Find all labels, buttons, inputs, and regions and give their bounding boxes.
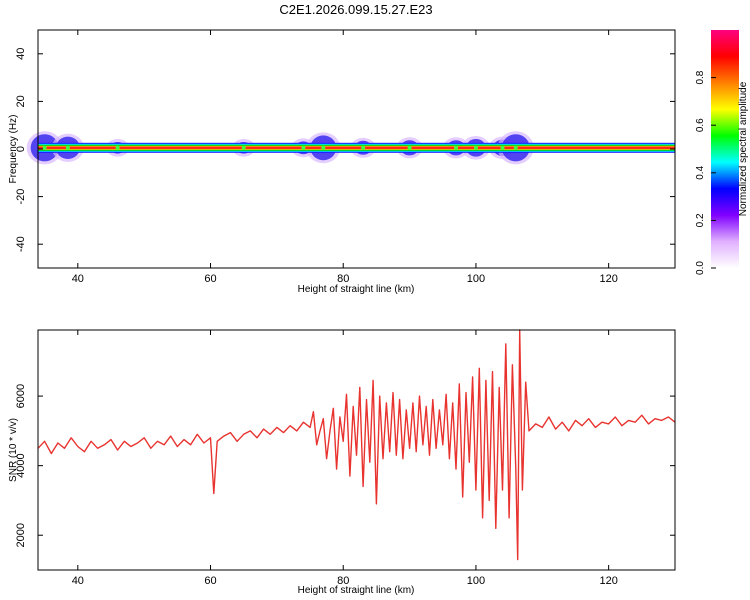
colorbar-gradient [711, 30, 739, 268]
colorbar-label: Normalized spectral amplitude [738, 81, 749, 216]
ridge-dot-1 [65, 145, 70, 150]
snr-panel: 40 60 80 100 120 2000 4000 6000 Height of stra… [8, 329, 676, 596]
colorbar-tick-label: 0.6 [695, 118, 706, 132]
colorbar-ticks: 0.0 0.2 0.4 0.6 0.8 [695, 70, 716, 275]
colorbar-tick-label: 0.4 [695, 165, 706, 179]
ridge-dot-4 [301, 145, 306, 150]
snr-x-tick-label: 60 [204, 575, 216, 587]
colorbar-tick-label: 0.8 [695, 70, 706, 84]
ridge-dot-10 [500, 145, 505, 150]
spectrogram-x-ticks: 40 60 80 100 120 [72, 30, 618, 285]
ridge-dot-9 [473, 145, 478, 150]
colorbar-tick-label: 0.2 [695, 213, 706, 227]
colorbar-tick-label: 0.0 [695, 261, 706, 275]
spectrogram-panel: 40 60 80 100 120 -40 -20 0 20 40 Height of strai… [8, 29, 676, 295]
ridge-dot-5 [321, 145, 326, 150]
spectrogram-x-tick-label: 80 [337, 273, 349, 285]
colorbar: 0.0 0.2 0.4 0.6 0.8 Normalized spectral ampl… [695, 30, 749, 275]
spectrogram-x-tick-label: 120 [599, 273, 617, 285]
ridge-dot-7 [407, 145, 412, 150]
snr-y-tick-label: 2000 [15, 523, 27, 547]
snr-series-line [37, 329, 676, 561]
snr-x-tick-label: 120 [599, 575, 617, 587]
snr-y-ticks: 2000 4000 6000 [15, 384, 675, 547]
ridge-dot-3 [241, 145, 246, 150]
spectrogram-y-axis-label: Frequency (Hz) [8, 115, 19, 184]
spectrogram-y-ticks: -40 -20 0 20 40 [15, 48, 675, 252]
snr-x-tick-label: 100 [467, 575, 485, 587]
spectrogram-x-tick-label: 100 [467, 273, 485, 285]
ridge-band-red [38, 146, 675, 150]
ridge-dot-6 [361, 145, 366, 150]
figure-title: C2E1.2026.099.15.27.E23 [279, 2, 432, 17]
spectrogram-y-tick-label: 40 [15, 48, 27, 60]
spectrogram-plot-area [26, 131, 675, 165]
spectrogram-y-tick-label: -20 [15, 189, 27, 205]
spectrogram-y-tick-label: 0 [15, 146, 27, 152]
snr-frame [37, 329, 676, 571]
spectrogram-y-tick-label: -40 [15, 236, 27, 252]
snr-x-ticks: 40 60 80 100 120 [72, 330, 618, 587]
ridge-dot-8 [454, 145, 459, 150]
ridge-dot-2 [115, 145, 120, 150]
spectrogram-y-tick-label: 20 [15, 95, 27, 107]
snr-x-axis-label: Height of straight line (km) [298, 585, 415, 596]
ridge-dot-11 [513, 145, 518, 150]
snr-y-axis-label: SNR (10 * v/v) [8, 418, 19, 482]
spectrogram-x-tick-label: 40 [72, 273, 84, 285]
snr-x-tick-label: 80 [337, 575, 349, 587]
snr-y-tick-label: 6000 [15, 384, 27, 408]
ridge-dot-0 [42, 145, 47, 150]
snr-y-tick-label: 4000 [15, 453, 27, 477]
snr-x-tick-label: 40 [72, 575, 84, 587]
spectrogram-x-tick-label: 60 [204, 273, 216, 285]
snr-plot-area [37, 329, 676, 561]
spectrogram-x-axis-label: Height of straight line (km) [298, 284, 415, 295]
